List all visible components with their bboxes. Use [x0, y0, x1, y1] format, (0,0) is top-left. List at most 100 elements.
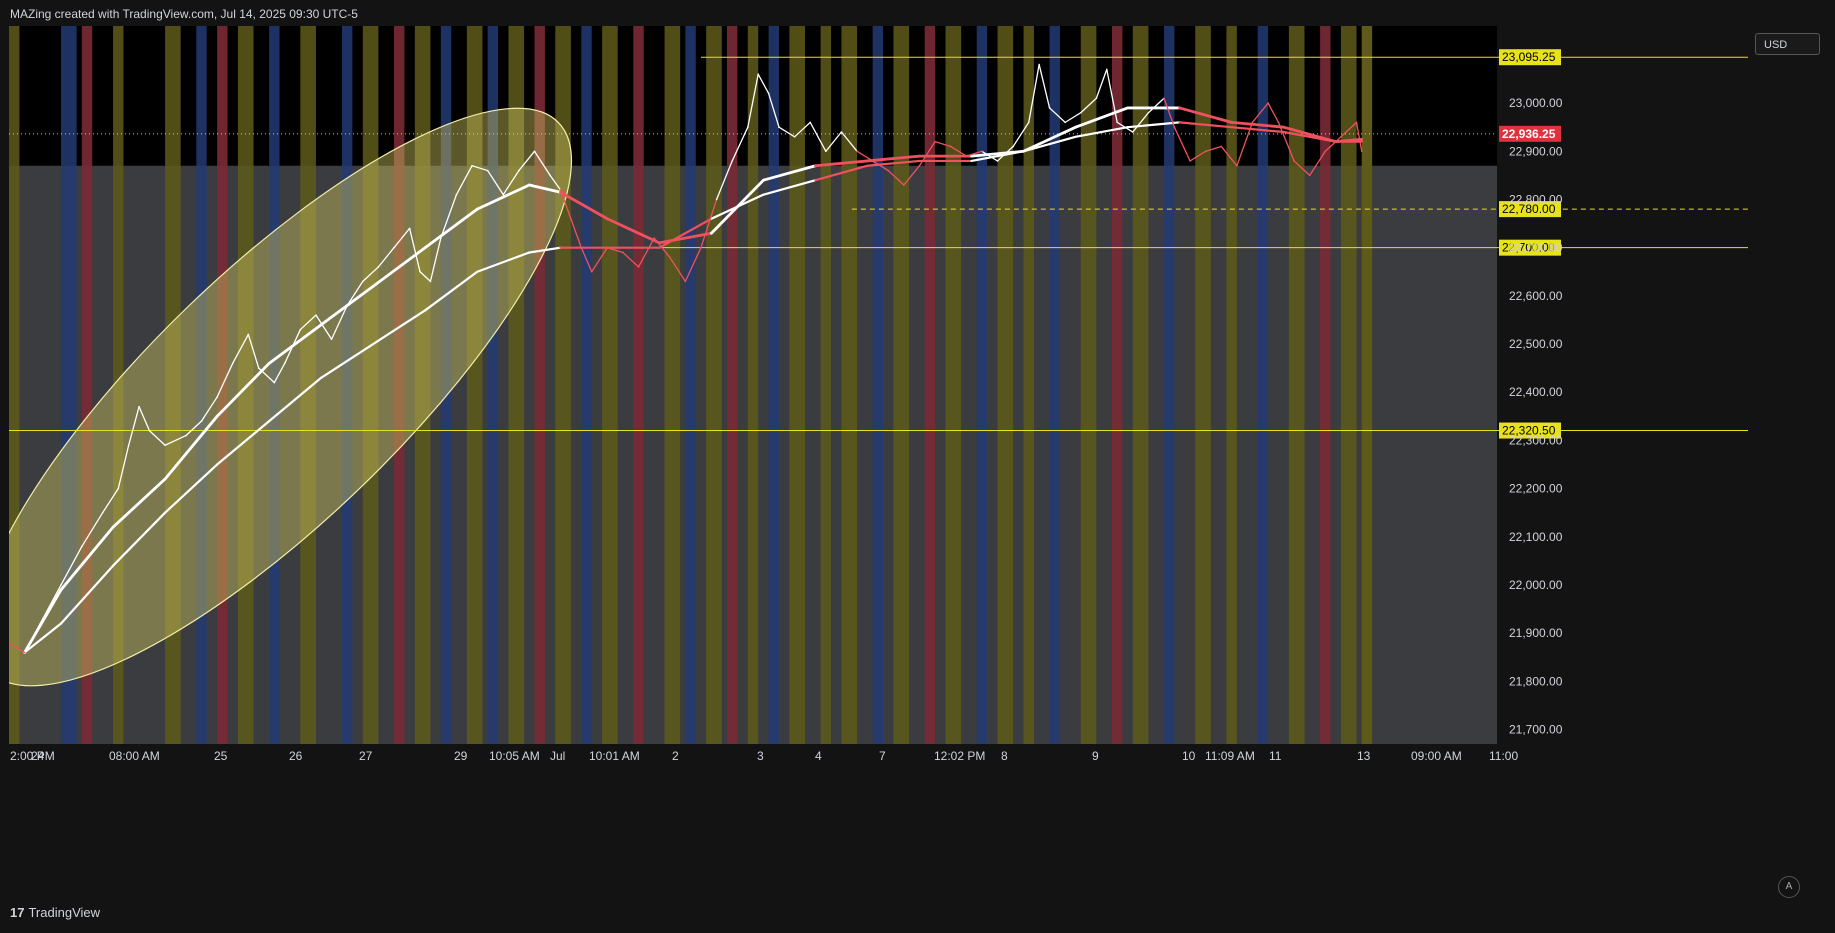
- price-segment: [247, 333, 260, 369]
- price-segment: [1309, 150, 1326, 177]
- price-point: [580, 246, 583, 249]
- price-segment: [362, 266, 380, 283]
- price-segment: [533, 150, 551, 177]
- price-segment: [23, 622, 41, 654]
- price-point: [731, 160, 733, 162]
- price-segment: [128, 406, 140, 446]
- price-segment: [60, 545, 83, 586]
- price-segment: [138, 406, 151, 432]
- price-segment: [518, 150, 536, 172]
- trend-ellipse-layer: [9, 107, 573, 687]
- currency-selector[interactable]: USD: [1755, 33, 1820, 55]
- price-segment: [429, 237, 442, 283]
- ma-slow-segment: [163, 463, 219, 514]
- price-segment: [185, 420, 203, 437]
- ma-fast-segment: [762, 164, 817, 182]
- ma-fast-segment: [423, 207, 479, 250]
- session-band: [924, 26, 936, 744]
- session-band: [1195, 26, 1211, 744]
- price-segment: [1355, 121, 1363, 152]
- session-band: [602, 26, 618, 744]
- auto-scale-button[interactable]: A: [1778, 876, 1800, 898]
- price-point: [1048, 107, 1051, 109]
- price-segment: [1132, 112, 1150, 133]
- price-segment: [200, 396, 218, 422]
- price-segment: [856, 150, 874, 162]
- ma-slow-segment: [320, 342, 375, 379]
- x-tick-label: 10:01 AM: [589, 749, 640, 763]
- price-point: [419, 270, 421, 273]
- price-segment: [273, 362, 286, 384]
- x-tick-label: 08:00 AM: [109, 749, 160, 763]
- price-point: [127, 444, 130, 447]
- price-point: [164, 444, 166, 447]
- price-axis[interactable]: 23,000.00 22,900.00 22,800.00 22,700.00 22,6…: [1509, 96, 1563, 736]
- price-point: [185, 434, 187, 437]
- price-point: [1079, 111, 1082, 114]
- price-level-tag: [1499, 201, 1561, 218]
- x-tick-label: 10: [1182, 749, 1196, 763]
- price-segment: [1012, 121, 1030, 148]
- price-point: [1027, 121, 1030, 124]
- ma-fast-segment: [1230, 120, 1286, 129]
- x-tick-label: 4: [815, 749, 822, 763]
- price-segment: [148, 430, 166, 446]
- price-point: [1251, 121, 1254, 124]
- price-point: [231, 362, 234, 365]
- price-segment: [778, 126, 796, 138]
- session-band: [1288, 26, 1305, 744]
- price-segment: [653, 237, 671, 258]
- price-point: [700, 246, 702, 249]
- price-segment: [1236, 121, 1254, 167]
- price-segment: [731, 126, 749, 162]
- y-tick-label: 22,000.00: [1509, 578, 1563, 592]
- horizontal-levels[interactable]: 23,095.25 22,780.00 22,700.00 22,320.50 22,9…: [9, 49, 1748, 439]
- price-point: [471, 164, 473, 167]
- price-segment: [934, 141, 952, 148]
- price-segment: [887, 169, 905, 186]
- price-point: [757, 73, 760, 75]
- price-segment: [757, 73, 770, 95]
- session-band: [237, 26, 254, 744]
- price-point: [429, 280, 432, 283]
- ma-fast-segment: [814, 159, 869, 168]
- session-band: [768, 26, 780, 744]
- price-point: [455, 193, 458, 196]
- price-point: [1064, 121, 1066, 124]
- session-band: [820, 26, 832, 744]
- ma-fast-segment: [866, 154, 921, 163]
- price-segment: [622, 251, 640, 268]
- session-band: [394, 26, 405, 744]
- session-band: [685, 26, 696, 744]
- ma-fast-segment: [59, 525, 115, 592]
- x-tick-label: 11:00: [1489, 749, 1518, 763]
- session-band: [487, 26, 499, 744]
- price-level-label: 22,320.50: [1502, 424, 1556, 438]
- price-segment: [393, 227, 411, 249]
- ma-slow-segment: [866, 159, 921, 167]
- price-segment: [1064, 112, 1082, 124]
- price-axis-background: [1497, 26, 1754, 871]
- price-point: [1116, 121, 1118, 124]
- session-band: [1257, 26, 1269, 744]
- chart-canvas[interactable]: 23,095.25 22,780.00 22,700.00 22,320.50 22,9…: [9, 26, 1754, 871]
- session-band: [726, 26, 738, 744]
- y-tick-label: 22,200.00: [1509, 482, 1563, 496]
- price-chart[interactable]: 23,095.25 22,780.00 22,700.00 22,320.50 22,9…: [9, 26, 1754, 871]
- price-segment: [1048, 107, 1066, 124]
- price-point: [887, 169, 890, 172]
- price-segment: [1163, 97, 1176, 128]
- price-point: [393, 246, 395, 249]
- x-tick-label: 10:05 AM: [489, 749, 540, 763]
- price-segment: [1095, 68, 1108, 99]
- price-segment: [1277, 121, 1295, 162]
- price-segment: [1147, 97, 1165, 114]
- price-level-tag: [1499, 239, 1561, 256]
- price-point: [746, 126, 749, 128]
- y-tick-label: 22,700.00: [1509, 241, 1563, 255]
- x-tick-label: 7: [879, 749, 886, 763]
- y-tick-label: 22,600.00: [1509, 289, 1563, 303]
- session-band: [1080, 26, 1097, 744]
- session-band: [997, 26, 1014, 744]
